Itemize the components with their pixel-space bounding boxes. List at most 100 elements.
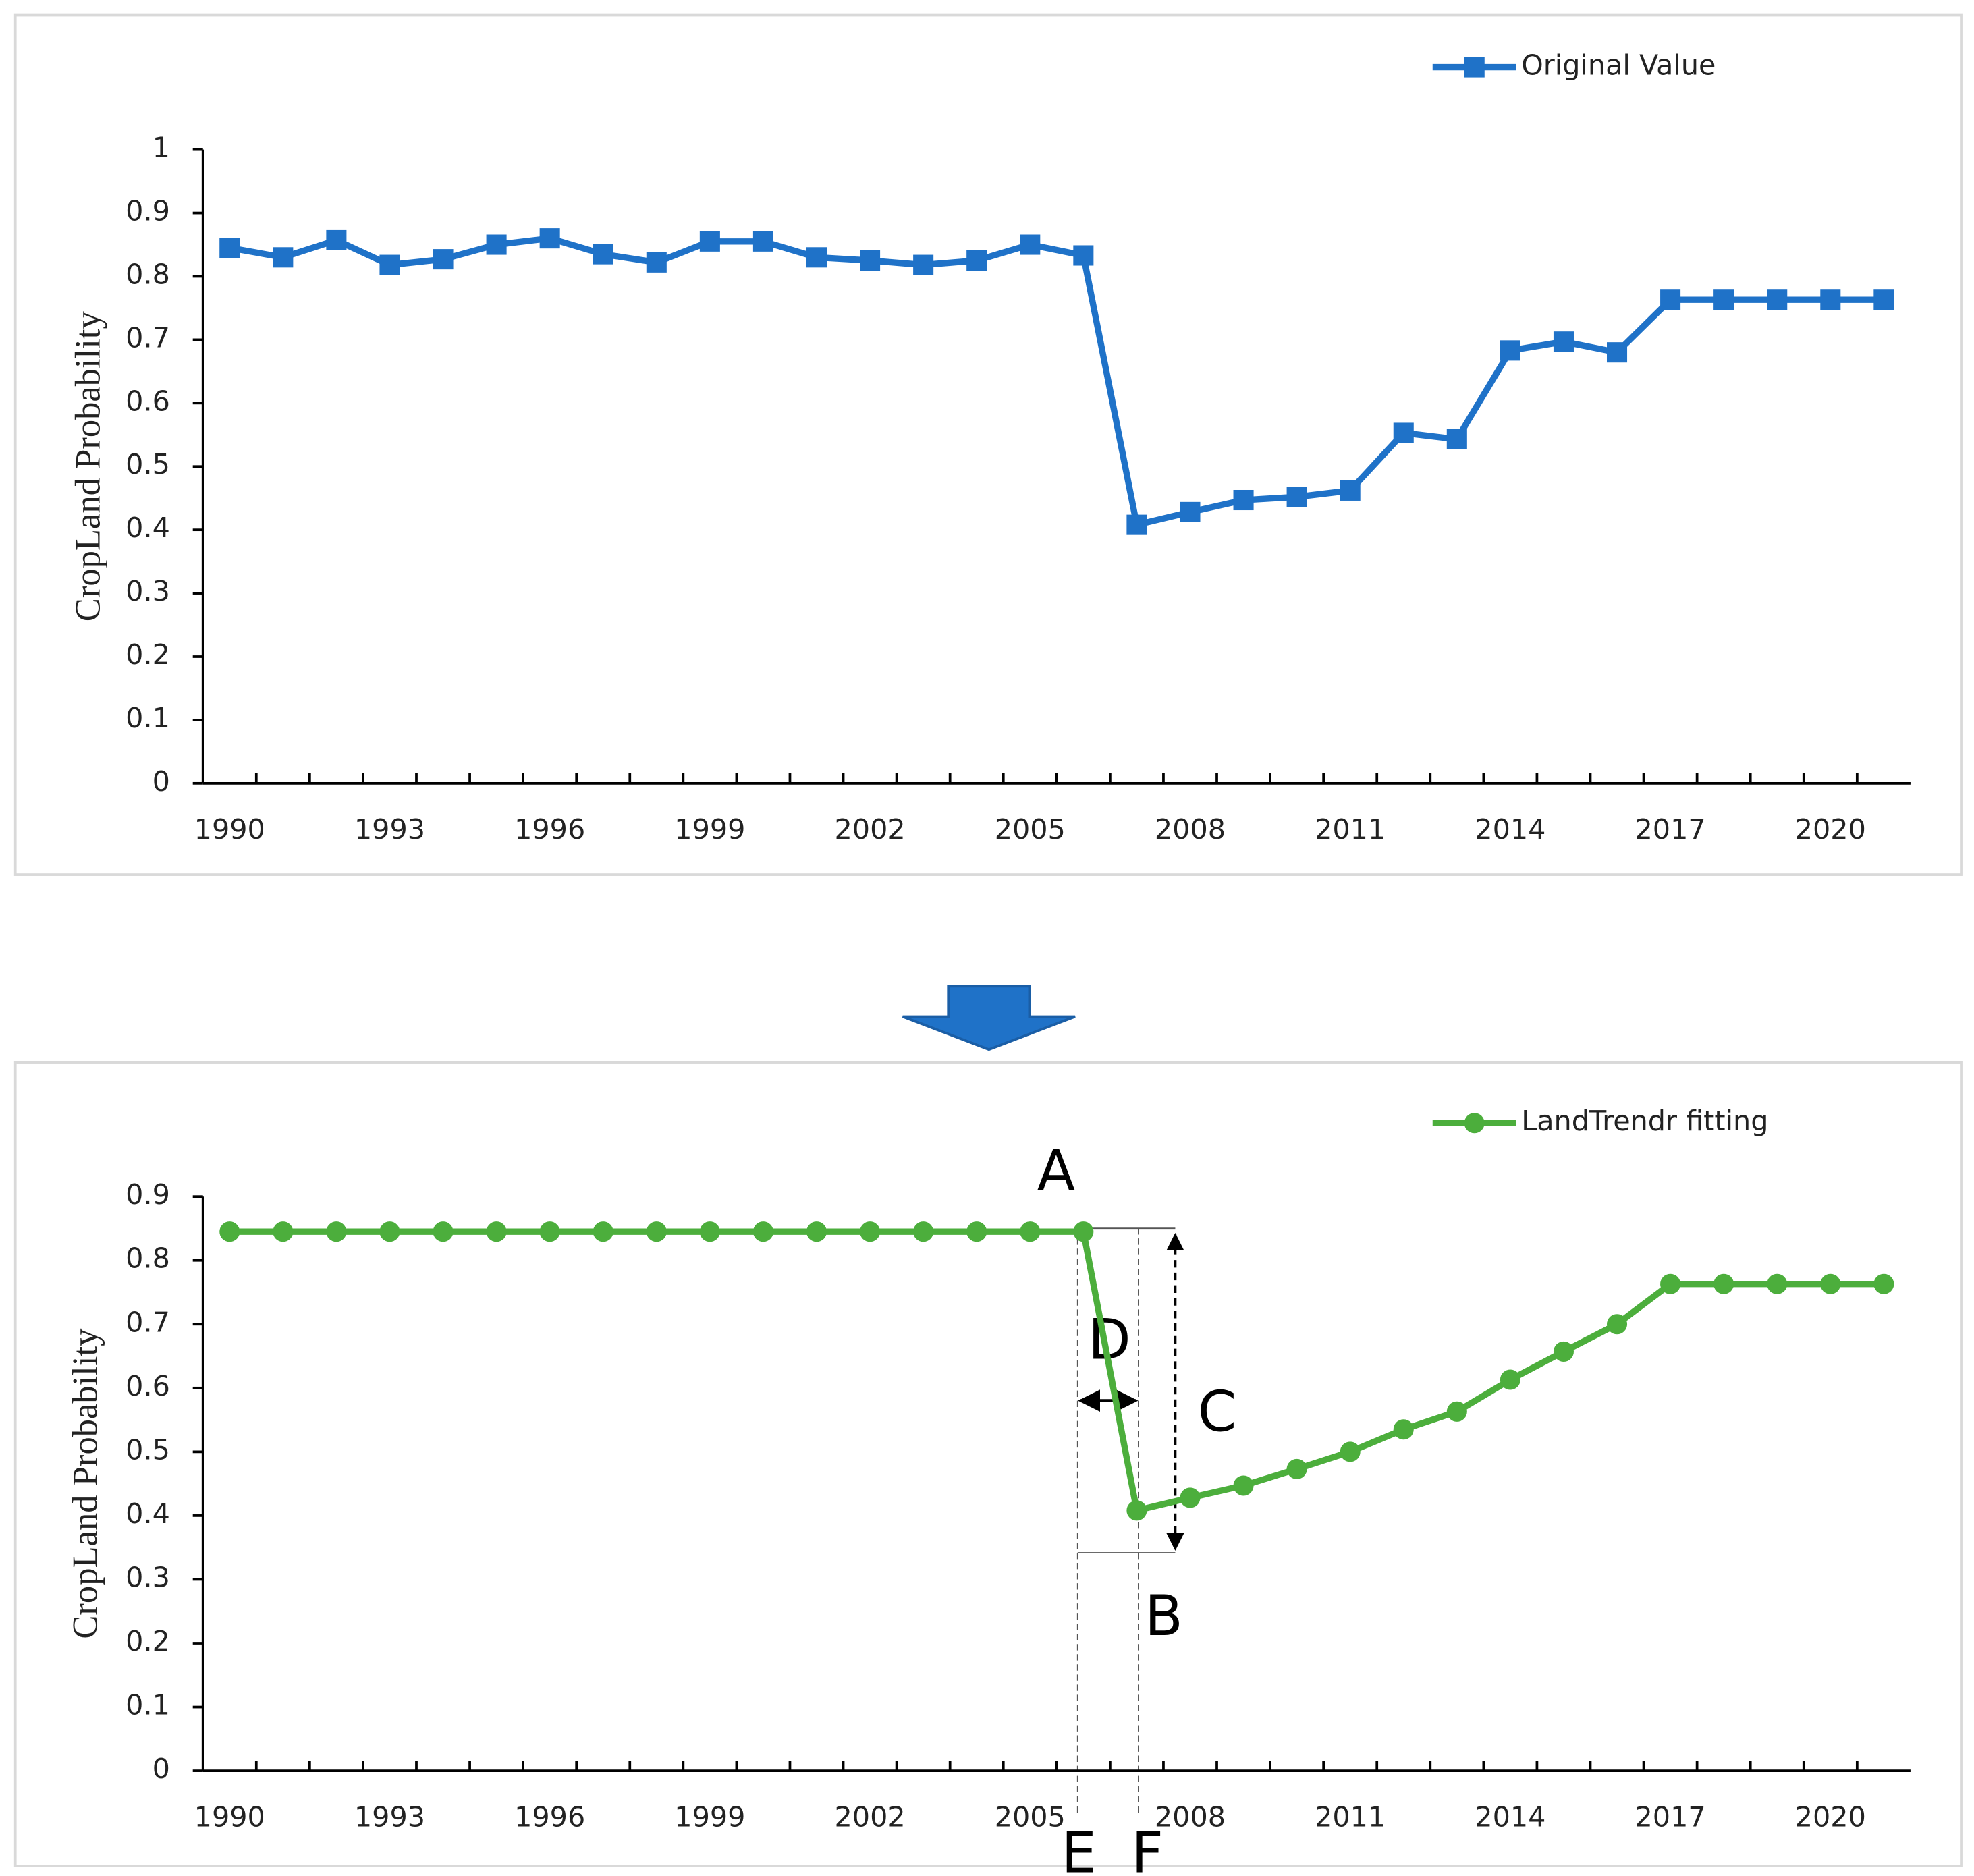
data-point [752,1221,773,1242]
data-point [379,1221,400,1242]
data-point [1446,1401,1467,1422]
annotation: B [1145,1584,1183,1649]
legend-label: LandTrendr fitting [1521,1105,1768,1137]
y-tick-label: 0.8 [126,258,170,290]
x-tick-label: 2008 [1155,1800,1226,1833]
data-point [1553,331,1574,352]
data-point [1180,1487,1201,1508]
y-tick-label: 0 [153,765,170,798]
data-point [1020,1221,1041,1242]
data-point [1820,1273,1841,1294]
data-point [539,228,560,249]
data-point [913,1221,934,1242]
data-point [752,231,773,252]
legend-label: Original Value [1521,49,1716,82]
x-tick-label: 2011 [1315,1800,1386,1833]
data-point [433,249,454,270]
x-tick-label: 1999 [674,1800,745,1833]
data-point [273,1221,294,1242]
y-tick-label: 1 [153,132,170,164]
x-tick-label: 2020 [1795,1800,1866,1833]
data-point [1126,514,1147,535]
x-tick-label: 1993 [354,1800,425,1833]
data-point [1767,289,1788,310]
annotation: F [1131,1821,1163,1876]
data-point [1500,340,1520,361]
arrow [902,985,1076,1051]
data-point [433,1221,454,1242]
x-tick-label: 2014 [1475,813,1545,846]
x-tick-label: 2008 [1155,813,1226,846]
x-tick-label: 2017 [1635,1800,1706,1833]
y-tick-label: 0.6 [126,385,170,417]
y-tick-label: 0.7 [126,1306,170,1338]
data-point [1553,1341,1574,1362]
y-tick-label: 0.1 [126,702,170,734]
y-axis-title: CropLand Probability [68,311,107,622]
legend-marker [1464,57,1485,78]
data-point [646,252,667,273]
data-point [1286,1458,1307,1479]
data-point [219,238,240,258]
data-point [326,1221,347,1242]
data-point [486,234,507,255]
data-point [1180,501,1201,522]
x-tick-label: 2002 [835,1800,906,1833]
data-point [1606,342,1628,363]
data-point [1660,289,1681,310]
data-point [1660,1273,1681,1294]
y-tick-label: 0.2 [126,638,170,671]
y-tick-label: 0.7 [126,321,170,354]
data-point [1233,489,1254,511]
y-tick-label: 0.5 [126,1433,170,1466]
legend-marker [1464,1113,1485,1134]
panel-border [13,1061,1963,1867]
annotation: E [1062,1821,1097,1876]
data-point [539,1221,560,1242]
x-tick-label: 1999 [674,813,745,846]
x-tick-label: 2017 [1635,813,1706,846]
annotation: A [1037,1139,1076,1204]
data-point [699,231,720,252]
series-line [229,235,1884,528]
y-tick-label: 0.3 [126,1561,170,1593]
series-line [229,1228,1884,1514]
data-point [1500,1369,1520,1390]
data-point [1393,422,1414,443]
data-point [860,250,881,271]
x-tick-label: 2014 [1475,1800,1545,1833]
data-point [1713,289,1734,310]
data-point [379,254,400,275]
data-point [806,247,827,268]
x-tick-label: 2005 [995,1800,1066,1833]
data-point [913,254,934,275]
data-point [1126,1500,1147,1521]
data-point [593,1221,613,1242]
y-tick-label: 0.6 [126,1370,170,1402]
data-point [1020,234,1041,255]
data-point [966,250,987,271]
panel-border [13,13,1963,876]
data-point [646,1221,667,1242]
x-tick-label: 1990 [194,1800,265,1833]
y-tick-label: 0.9 [126,195,170,227]
y-tick-label: 0.9 [126,1178,170,1211]
x-tick-label: 1993 [354,813,425,846]
y-axis-title: CropLand Probability [66,1328,105,1639]
data-point [1340,1441,1361,1462]
data-point [1340,480,1361,501]
data-point [1393,1419,1414,1440]
data-point [1073,245,1094,266]
y-tick-label: 0.4 [126,512,170,544]
y-tick-label: 0 [153,1753,170,1785]
data-point [1873,289,1894,310]
data-point [1606,1314,1628,1335]
data-point [1233,1475,1254,1496]
y-tick-label: 0.2 [126,1625,170,1657]
data-point [1713,1273,1734,1294]
data-point [1873,1273,1894,1294]
y-tick-label: 0.5 [126,448,170,480]
y-tick-label: 0.3 [126,575,170,607]
data-point [326,229,347,250]
